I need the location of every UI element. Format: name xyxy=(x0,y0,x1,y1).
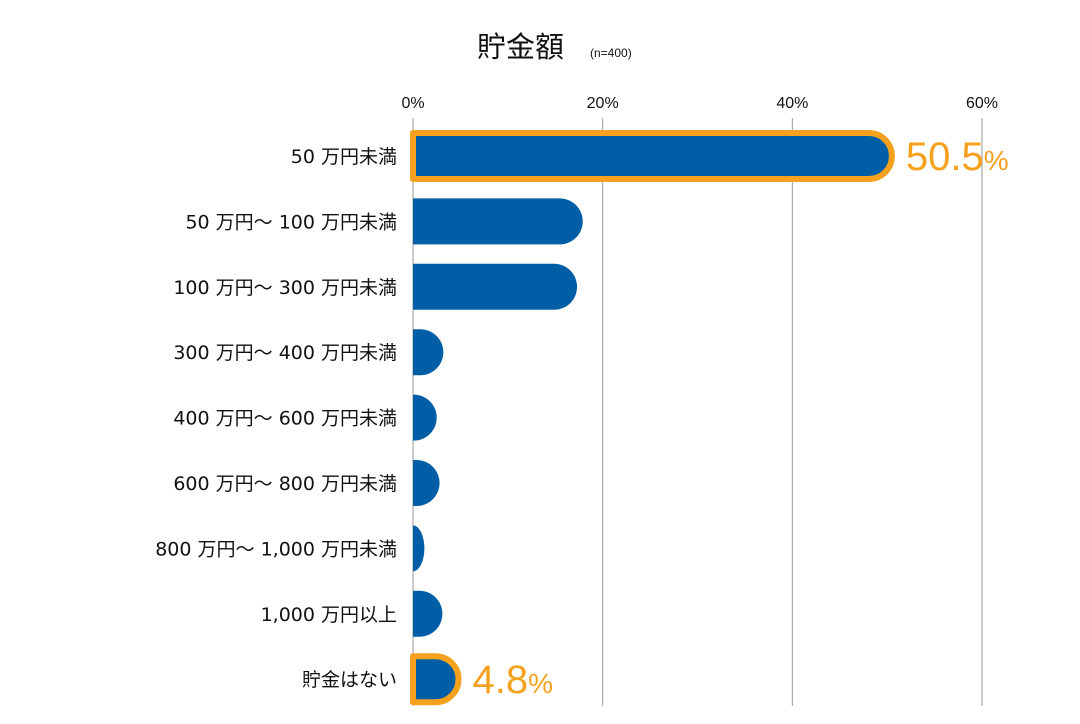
bar xyxy=(413,198,583,245)
bar xyxy=(413,329,444,376)
bar xyxy=(413,590,443,637)
bar-highlighted xyxy=(410,130,895,182)
x-tick-label: 0% xyxy=(401,95,424,112)
bars xyxy=(410,130,895,706)
chart-title-text: 貯金額 xyxy=(477,30,564,64)
bar-highlighted xyxy=(410,653,462,706)
category-label: 400 万円～ 600 万円未満 xyxy=(173,408,397,430)
chart-title: 貯金額 (n=400) xyxy=(477,30,632,64)
value-callout-unit: % xyxy=(984,145,1009,176)
value-callouts: 50.5%4.8% xyxy=(473,135,1009,702)
bar xyxy=(413,525,425,572)
x-tick-label: 20% xyxy=(587,95,619,112)
category-label: 貯金はない xyxy=(302,669,397,691)
category-label: 50 万円未満 xyxy=(291,146,397,168)
value-callout-number: 4.8 xyxy=(473,658,529,702)
x-tick-label: 60% xyxy=(966,95,998,112)
category-label: 50 万円～ 100 万円未満 xyxy=(185,211,397,233)
x-tick-label: 40% xyxy=(776,95,808,112)
x-axis-tick-labels: 0% 20% 40% 60% xyxy=(401,95,998,112)
chart-subtitle-text: (n=400) xyxy=(590,46,632,60)
value-callout: 4.8% xyxy=(473,658,554,702)
category-labels: 50 万円未満 50 万円～ 100 万円未満 100 万円～ 300 万円未満 30… xyxy=(155,146,397,691)
value-callout: 50.5% xyxy=(906,135,1009,179)
category-label: 1,000 万円以上 xyxy=(261,604,397,626)
category-label: 600 万円～ 800 万円未満 xyxy=(173,473,397,495)
category-label: 100 万円～ 300 万円未満 xyxy=(173,277,397,299)
bar xyxy=(413,394,437,441)
value-callout-unit: % xyxy=(528,668,553,699)
bar xyxy=(413,460,440,506)
category-label: 300 万円～ 400 万円未満 xyxy=(173,342,397,364)
bar xyxy=(413,263,578,310)
value-callout-number: 50.5 xyxy=(906,135,984,179)
category-label: 800 万円～ 1,000 万円未満 xyxy=(155,538,397,560)
